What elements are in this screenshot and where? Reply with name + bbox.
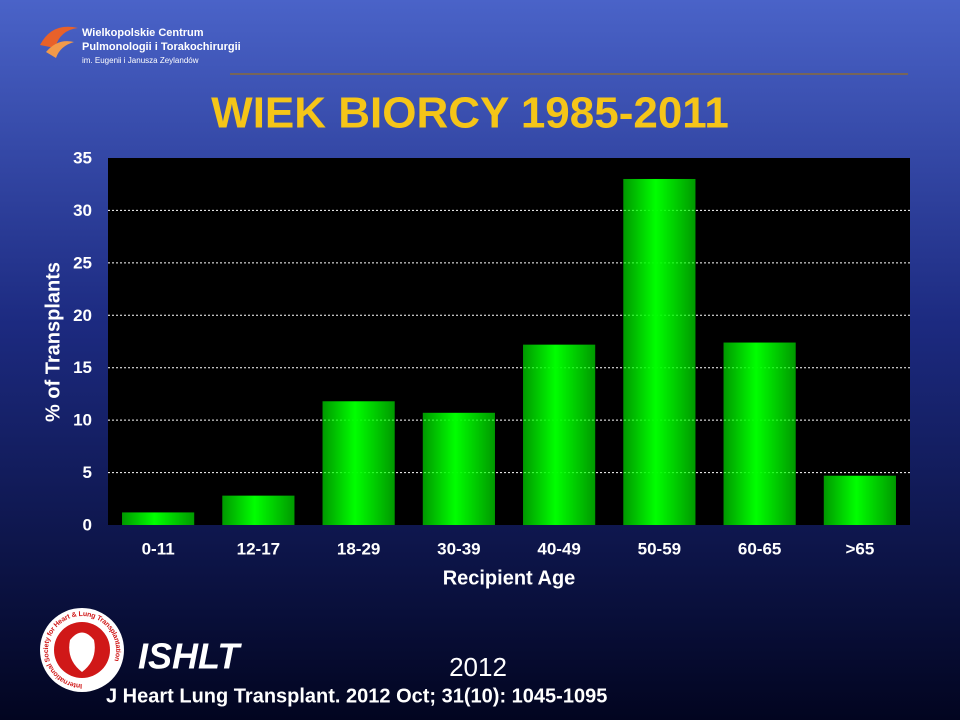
- citation: J Heart Lung Transplant. 2012 Oct; 31(10…: [106, 685, 607, 707]
- ishlt-logo: International Society for Heart & Lung T…: [40, 608, 124, 692]
- y-axis-label: % of Transplants: [42, 262, 64, 422]
- chart-title: WIEK BIORCY 1985-2011: [211, 89, 729, 138]
- bar: [623, 178, 696, 525]
- org-name: ISHLT: [138, 636, 242, 677]
- org-line: Wielkopolskie Centrum: [82, 27, 204, 39]
- x-tick-label: 18-29: [337, 539, 380, 558]
- y-tick-label: 0: [83, 515, 92, 534]
- x-tick-label: 30-39: [437, 539, 480, 558]
- bar: [823, 475, 896, 525]
- bar: [222, 495, 295, 525]
- wcpit-logo: Wielkopolskie Centrum Pulmonologii i Tor…: [40, 26, 241, 65]
- bar: [523, 344, 596, 525]
- bar: [422, 412, 495, 525]
- x-tick-label: 0-11: [142, 539, 175, 558]
- x-tick-label: 60-65: [738, 539, 781, 558]
- y-tick-label: 25: [73, 253, 92, 272]
- y-tick-label: 5: [83, 463, 92, 482]
- y-tick-label: 15: [73, 358, 92, 377]
- x-tick-label: 50-59: [638, 539, 681, 558]
- org-line: Pulmonologii i Torakochirurgii: [82, 41, 241, 53]
- x-tick-label: 12-17: [237, 539, 280, 558]
- y-tick-label: 20: [73, 306, 92, 325]
- bar: [723, 342, 796, 525]
- y-tick-label: 30: [73, 201, 92, 220]
- bar: [322, 401, 395, 525]
- x-tick-label: >65: [845, 539, 874, 558]
- y-tick-label: 10: [73, 411, 92, 430]
- bar: [122, 512, 195, 525]
- x-axis-label: Recipient Age: [443, 567, 576, 589]
- y-tick-label: 35: [73, 148, 92, 167]
- x-tick-label: 40-49: [537, 539, 580, 558]
- year: 2012: [449, 652, 507, 682]
- org-line: im. Eugenii i Janusza Zeylandów: [82, 56, 199, 65]
